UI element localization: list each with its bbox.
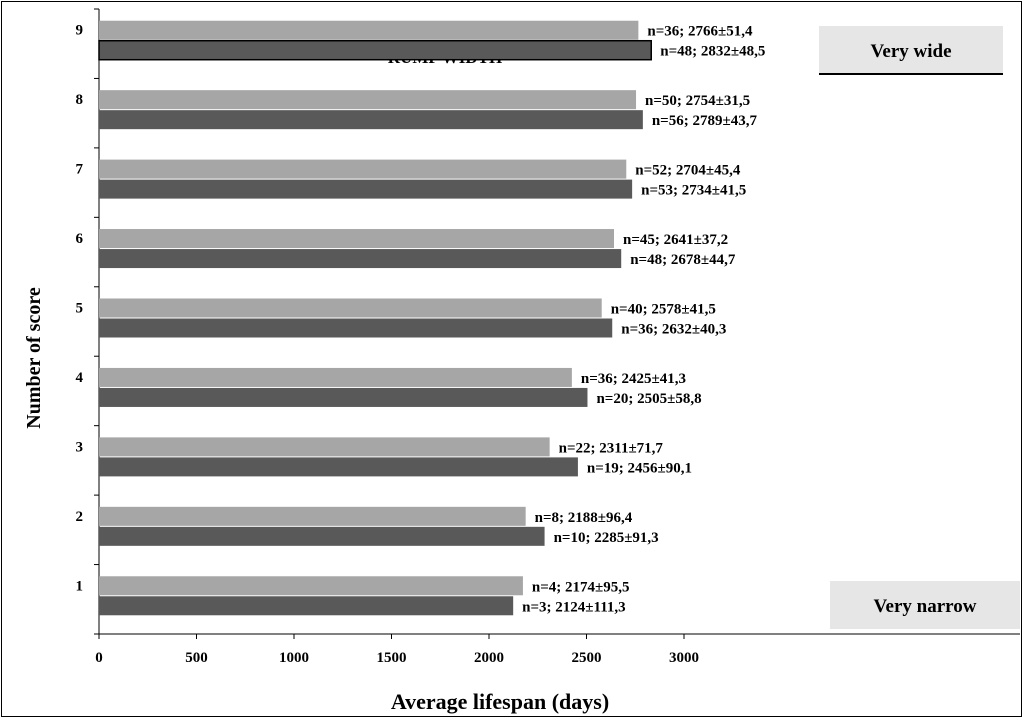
bar xyxy=(99,367,572,387)
data-label: n=52; 2704±45,4 xyxy=(635,163,741,179)
y-tick-label: 8 xyxy=(76,92,84,108)
data-label: n=50; 2754±31,5 xyxy=(645,93,750,109)
data-label: n=40; 2578±41,5 xyxy=(611,302,716,318)
data-label: n=48; 2678±44,7 xyxy=(630,252,736,268)
data-label: n=48; 2832±48,5 xyxy=(660,44,765,60)
bar xyxy=(99,387,588,407)
bar xyxy=(99,506,526,526)
bar xyxy=(99,249,622,269)
bar xyxy=(99,526,545,546)
bar xyxy=(99,576,523,596)
x-tick-label: 500 xyxy=(185,650,208,666)
bar xyxy=(99,437,550,457)
bar xyxy=(99,457,578,477)
x-tick-label: 1500 xyxy=(377,650,407,666)
bar xyxy=(99,179,633,199)
bar xyxy=(98,39,652,61)
y-axis-title: Number of score xyxy=(23,287,45,429)
data-label: n=45; 2641±37,2 xyxy=(623,232,728,248)
y-tick-label: 5 xyxy=(76,301,84,317)
bar xyxy=(99,90,637,110)
data-label: n=8; 2188±96,4 xyxy=(535,510,633,526)
bar xyxy=(99,596,514,616)
y-tick-label: 2 xyxy=(76,509,84,525)
y-tick-label: 1 xyxy=(76,578,84,594)
x-tick-label: 2500 xyxy=(572,650,602,666)
y-tick-label: 3 xyxy=(76,439,84,455)
data-label: n=4; 2174±95,5 xyxy=(532,579,630,595)
x-tick-label: 1000 xyxy=(279,650,309,666)
bar xyxy=(99,159,627,179)
data-label: n=36; 2632±40,3 xyxy=(621,322,726,338)
y-tick-label: 7 xyxy=(76,162,84,178)
very-wide-label: Very wide xyxy=(870,41,951,62)
y-tick-label: 4 xyxy=(76,370,84,386)
bar xyxy=(99,229,614,249)
data-label: n=3; 2124±111,3 xyxy=(522,599,625,615)
data-label: n=10; 2285±91,3 xyxy=(554,530,659,546)
very-narrow-box xyxy=(830,581,1020,629)
data-label: n=56; 2789±43,7 xyxy=(652,113,758,129)
x-tick-label: 2000 xyxy=(474,650,504,666)
x-tick-label: 3000 xyxy=(669,650,699,666)
bar xyxy=(99,318,613,338)
very-narrow-label: Very narrow xyxy=(874,596,977,617)
plot-area: 0 500 1000 1500 2000 2500 3000 1 n=4; 2174±95,5 n… xyxy=(76,8,1020,666)
bar xyxy=(99,110,643,130)
data-label: n=19; 2456±90,1 xyxy=(587,460,692,476)
x-axis-title: Average lifespan (days) xyxy=(391,689,609,714)
data-label: n=22; 2311±71,7 xyxy=(559,440,664,456)
data-label: n=53; 2734±41,5 xyxy=(641,183,746,199)
data-label: n=36; 2766±51,4 xyxy=(647,24,753,40)
bar xyxy=(99,298,602,318)
y-tick-label: 6 xyxy=(76,231,84,247)
x-tick-label: 0 xyxy=(95,650,103,666)
y-tick-label: 9 xyxy=(76,23,84,39)
bar xyxy=(99,20,639,40)
very-wide-box xyxy=(819,26,1003,74)
data-label: n=36; 2425±41,3 xyxy=(581,371,686,387)
data-label: n=20; 2505±58,8 xyxy=(596,391,701,407)
